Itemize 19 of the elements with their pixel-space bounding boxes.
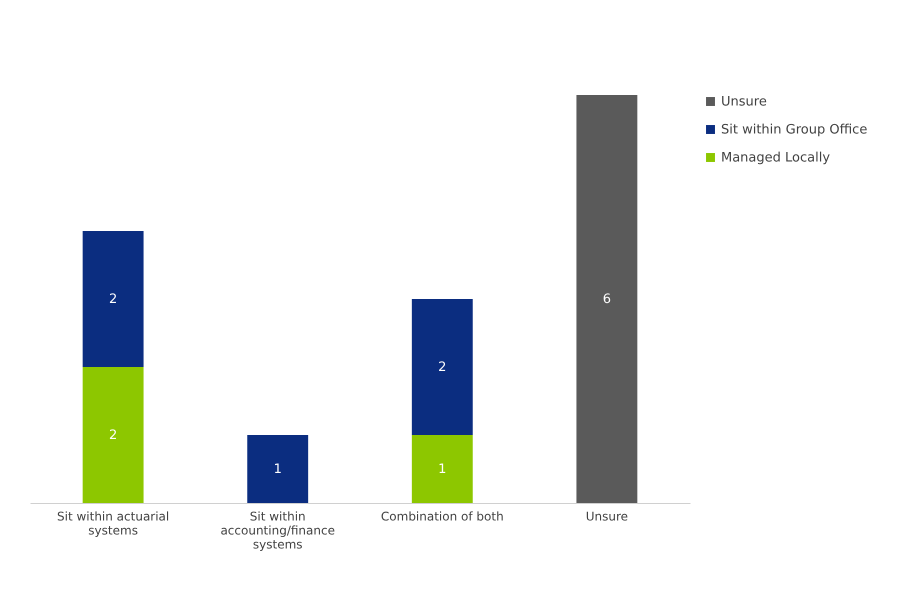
data-label: 2 [108, 428, 118, 443]
data-label: 6 [602, 292, 612, 307]
bar [576, 95, 638, 503]
data-label: 2 [108, 292, 118, 307]
legend-label: Unsure [721, 94, 767, 110]
bar [412, 299, 473, 435]
x-tick-label: Sit within accounting/finance systems [220, 510, 335, 552]
data-label: 1 [438, 462, 446, 477]
bar [82, 367, 144, 503]
x-tick-label: Unsure [586, 510, 628, 524]
x-tick-label: Combination of both [380, 510, 504, 524]
x-tick-label: Sit within actuarial systems [56, 510, 170, 538]
bar [247, 435, 308, 503]
bar [412, 435, 473, 503]
data-label: 1 [274, 462, 282, 477]
legend-label: Managed Locally [721, 150, 830, 166]
legend-label: Sit within Group Office [721, 122, 868, 138]
bar [82, 231, 144, 367]
data-label: 2 [438, 360, 446, 375]
